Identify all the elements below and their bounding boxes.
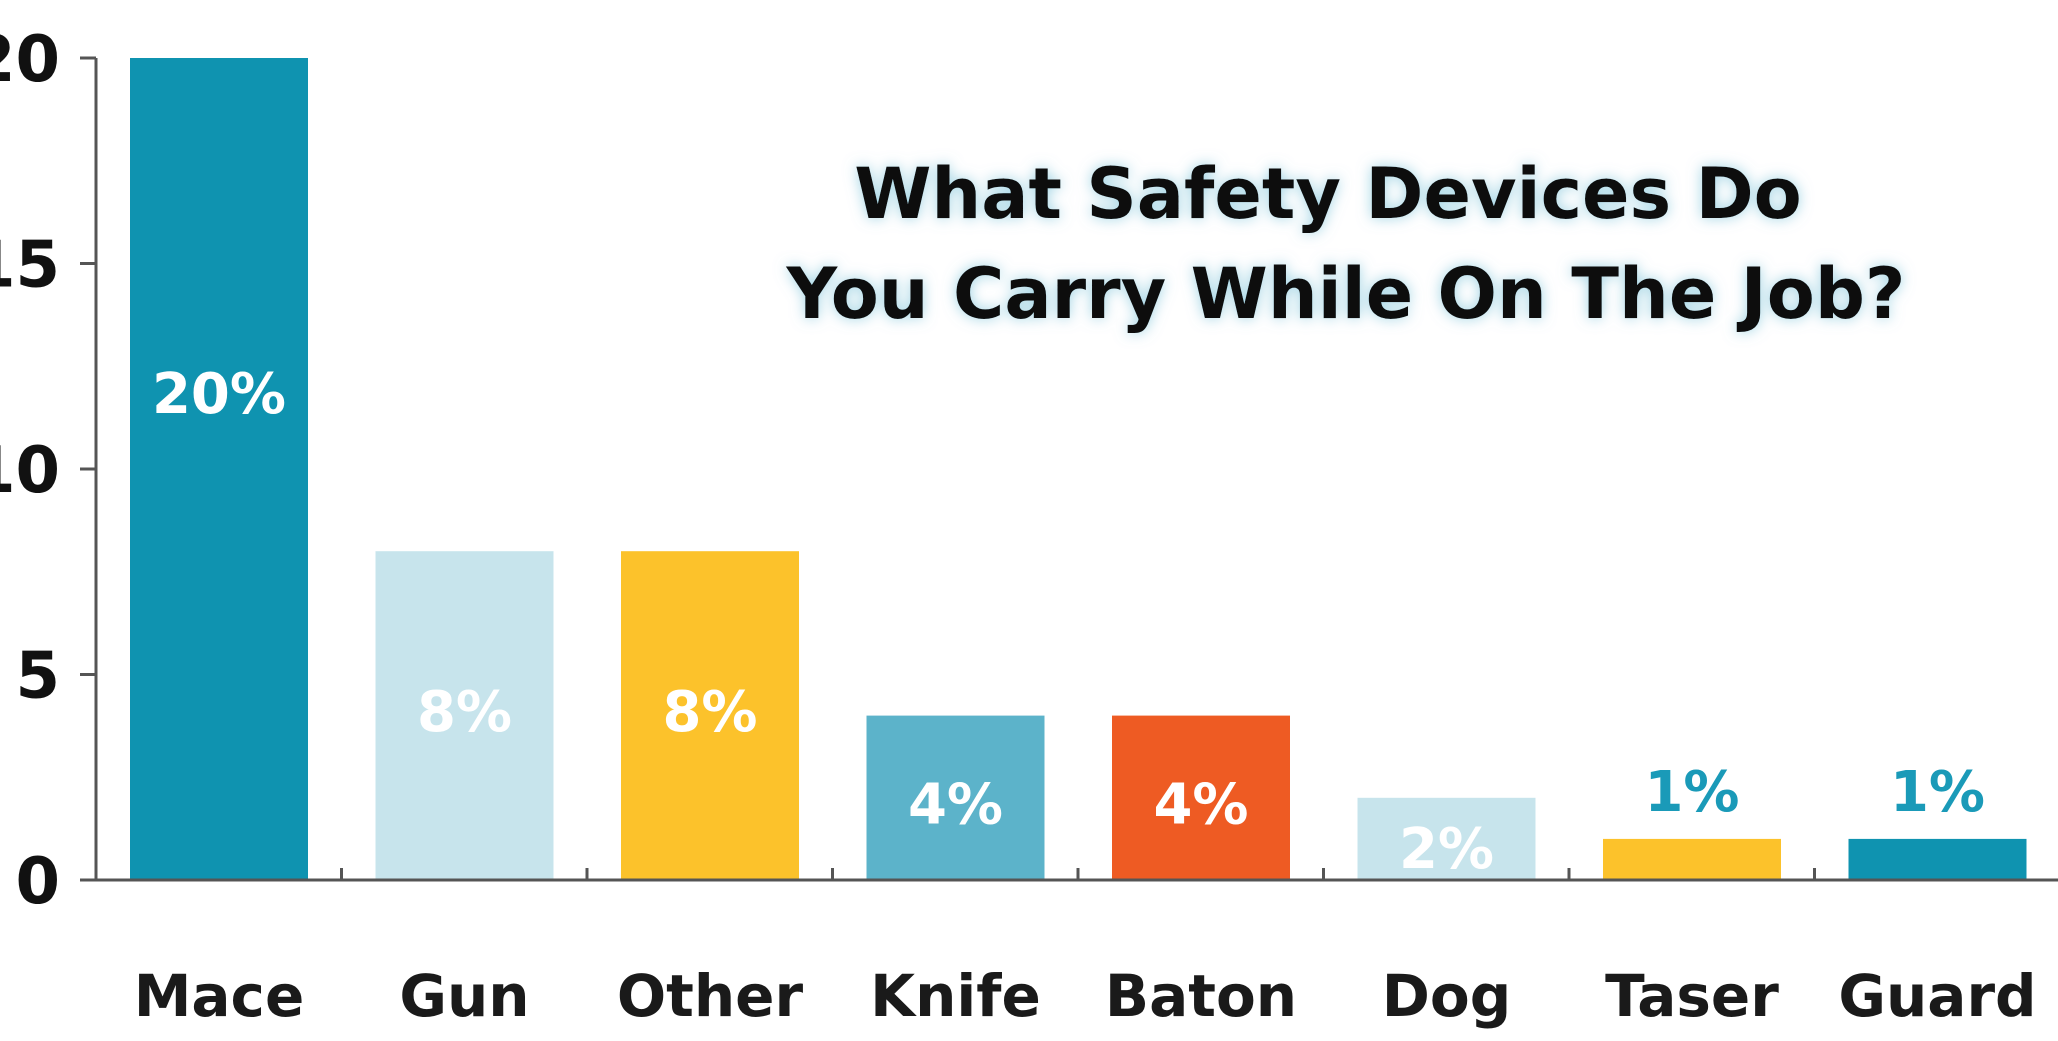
- data-label-mace: 20%: [152, 362, 286, 427]
- bar-other: [621, 551, 799, 880]
- category-label-group: Mace Gun Other Knife Baton Dog Taser Guard: [134, 962, 2037, 1030]
- bar-taser: [1603, 838, 1781, 880]
- category-label-mace: Mace: [134, 962, 305, 1030]
- chart-title-line-2: You Carry While On The Job?: [785, 253, 1905, 335]
- y-tick-label: 5: [15, 640, 60, 714]
- category-label-knife: Knife: [870, 962, 1041, 1030]
- category-label-baton: Baton: [1105, 962, 1297, 1030]
- y-tick-label: 10: [0, 434, 60, 508]
- chart-title-line-1: What Safety Devices Do: [854, 153, 1802, 235]
- data-label-knife: 4%: [908, 773, 1003, 838]
- y-tick-label: 20: [0, 23, 60, 97]
- bar-group: [130, 58, 2027, 880]
- category-label-taser: Taser: [1605, 962, 1779, 1030]
- data-label-taser: 1%: [1644, 760, 1739, 825]
- data-label-group: 20% 8% 8% 4% 4% 2% 1% 1%: [152, 362, 1985, 882]
- y-tick-label: 0: [15, 845, 60, 919]
- data-label-gun: 8%: [417, 680, 512, 745]
- y-tick-label: 15: [0, 229, 60, 303]
- category-label-other: Other: [617, 962, 804, 1030]
- chart-title: What Safety Devices Do You Carry While O…: [785, 153, 1905, 335]
- category-label-dog: Dog: [1382, 962, 1512, 1030]
- category-label-gun: Gun: [399, 962, 529, 1030]
- bar-mace: [130, 58, 308, 880]
- y-tick-group: 0 5 10 15 20: [0, 23, 96, 919]
- bar-guard: [1848, 838, 2027, 880]
- bar-baton: [1112, 715, 1290, 880]
- category-label-guard: Guard: [1838, 962, 2036, 1030]
- x-tick-group: [340, 868, 1816, 880]
- bar-gun: [375, 551, 554, 880]
- bar-knife: [866, 715, 1045, 880]
- data-label-guard: 1%: [1890, 760, 1985, 825]
- data-label-dog: 2%: [1399, 817, 1494, 882]
- data-label-other: 8%: [662, 680, 757, 745]
- bar-dog: [1357, 797, 1536, 880]
- data-label-baton: 4%: [1153, 773, 1248, 838]
